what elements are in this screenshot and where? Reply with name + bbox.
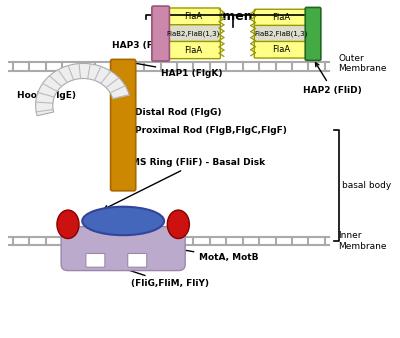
Text: (FliG,FliM, FliY): (FliG,FliM, FliY)	[116, 265, 209, 288]
Text: FlaA: FlaA	[184, 46, 203, 54]
Ellipse shape	[57, 210, 79, 239]
FancyBboxPatch shape	[167, 25, 220, 43]
Text: HAP2 (FliD): HAP2 (FliD)	[303, 63, 362, 95]
Text: Proximal Rod (FlgB,FlgC,FlgF): Proximal Rod (FlgB,FlgC,FlgF)	[116, 126, 286, 140]
Text: Hook (FlgE): Hook (FlgE)	[17, 91, 76, 100]
Ellipse shape	[167, 210, 189, 239]
Text: HAP3 (FlgL): HAP3 (FlgL)	[112, 42, 172, 57]
FancyBboxPatch shape	[128, 254, 147, 267]
Text: Inner
Membrane: Inner Membrane	[338, 232, 387, 251]
FancyBboxPatch shape	[254, 42, 308, 58]
Polygon shape	[36, 64, 129, 116]
Text: HAP1 (FlgK): HAP1 (FlgK)	[128, 61, 223, 78]
Ellipse shape	[82, 207, 164, 235]
Text: Outer
Membrane: Outer Membrane	[338, 54, 387, 73]
Text: MS Ring (FliF) - Basal Disk: MS Ring (FliF) - Basal Disk	[104, 158, 265, 209]
Text: basal body: basal body	[342, 181, 391, 190]
FancyBboxPatch shape	[86, 254, 105, 267]
Text: FlaA: FlaA	[184, 12, 203, 21]
Text: MotA, MotB: MotA, MotB	[169, 246, 259, 262]
FancyBboxPatch shape	[305, 7, 321, 61]
Text: filament: filament	[200, 10, 259, 23]
Text: Distal Rod (FlgG): Distal Rod (FlgG)	[116, 106, 221, 117]
FancyBboxPatch shape	[61, 227, 185, 271]
FancyBboxPatch shape	[110, 59, 136, 191]
Text: FlaA: FlaA	[272, 45, 290, 54]
FancyBboxPatch shape	[167, 8, 220, 26]
Text: FlaA: FlaA	[272, 13, 290, 22]
FancyBboxPatch shape	[167, 42, 220, 58]
Text: FlaB2,FlaB(1,3): FlaB2,FlaB(1,3)	[254, 31, 308, 37]
FancyBboxPatch shape	[152, 6, 169, 61]
Text: FlaB2,FlaB(1,3): FlaB2,FlaB(1,3)	[167, 30, 220, 37]
FancyBboxPatch shape	[254, 25, 308, 43]
FancyBboxPatch shape	[254, 9, 308, 26]
